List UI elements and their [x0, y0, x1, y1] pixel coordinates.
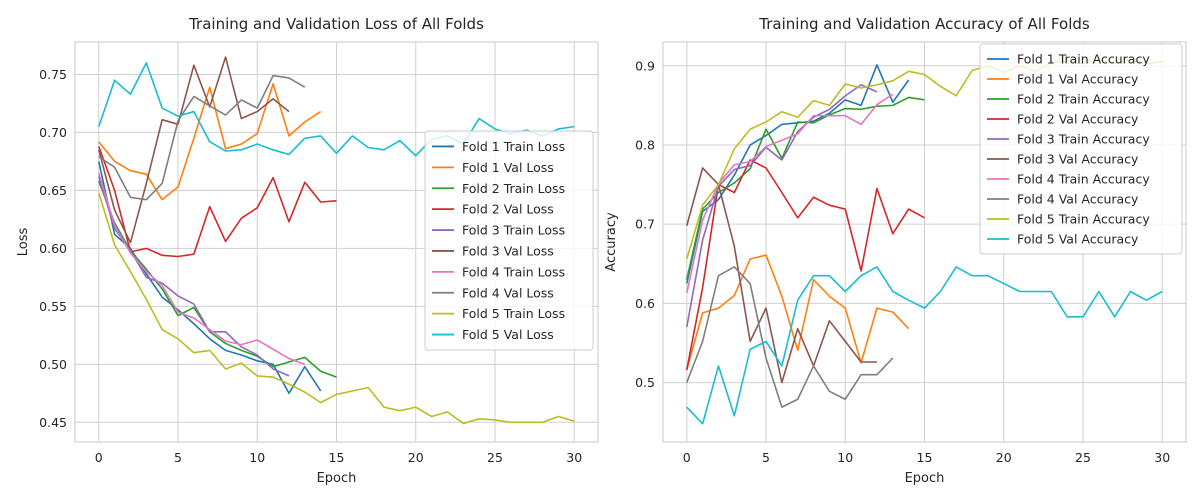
loss-chart-title: Training and Validation Loss of All Fold… [188, 15, 484, 33]
accuracy-legend-entry: Fold 2 Val Accuracy [1017, 112, 1139, 127]
loss-plot-frame [74, 41, 599, 443]
loss-y-tick-label: 0.50 [39, 357, 67, 372]
accuracy-legend-entry: Fold 3 Train Accuracy [1017, 132, 1150, 147]
loss-legend-entry: Fold 1 Val Loss [462, 160, 554, 175]
loss-legend-entry: Fold 4 Val Loss [462, 285, 554, 300]
loss-x-tick-label: 5 [174, 450, 182, 465]
accuracy-legend-entry: Fold 4 Val Accuracy [1017, 192, 1139, 207]
accuracy-legend: Fold 1 Train Accuracy Fold 1 Val Accuracy… [979, 43, 1183, 255]
loss-series-line-3 [98, 180, 337, 378]
accuracy-y-tick-label: 0.6 [635, 296, 655, 311]
accuracy-chart-panel: 0 5 10 15 20 25 30 0.5 0.6 0.7 0.8 0.9 Training and … [604, 15, 1187, 486]
accuracy-series-line-2 [685, 254, 910, 371]
loss-legend-entry: Fold 2 Train Loss [462, 181, 565, 196]
accuracy-x-tick-label: 25 [1075, 450, 1091, 465]
loss-series-line-6 [97, 56, 290, 244]
loss-legend-entry: Fold 1 Train Loss [462, 139, 565, 154]
loss-legend-box [424, 130, 594, 351]
accuracy-legend-entry: Fold 1 Train Accuracy [1017, 52, 1150, 67]
accuracy-x-tick-label: 10 [837, 450, 853, 465]
loss-series-line-2 [98, 82, 322, 201]
accuracy-y-tick-label: 0.5 [635, 375, 655, 390]
loss-x-tick-label: 25 [487, 450, 503, 465]
accuracy-x-axis-label: Epoch [905, 471, 945, 486]
loss-series-line-10 [98, 62, 575, 157]
accuracy-chart-title: Training and Validation Accuracy of All … [758, 15, 1090, 33]
accuracy-y-tick-label: 0.9 [635, 58, 655, 73]
loss-series-line-7 [98, 172, 306, 366]
accuracy-series-line-4 [685, 159, 925, 371]
loss-y-tick-label: 0.60 [39, 241, 67, 256]
loss-x-tick-label: 30 [566, 450, 582, 465]
accuracy-x-tick-label: 20 [996, 450, 1012, 465]
accuracy-legend-entry: Fold 3 Val Accuracy [1017, 152, 1139, 167]
accuracy-legend-box [979, 43, 1183, 255]
accuracy-series-line-8 [686, 266, 894, 408]
accuracy-x-tick-label: 15 [917, 450, 933, 465]
accuracy-legend-entry: Fold 1 Val Accuracy [1017, 72, 1139, 87]
accuracy-legend-entry: Fold 4 Train Accuracy [1017, 172, 1150, 187]
loss-series-line-5 [98, 176, 290, 377]
accuracy-legend-entry: Fold 5 Train Accuracy [1017, 212, 1150, 227]
loss-y-axis-label: Loss [16, 228, 31, 257]
accuracy-x-tick-label: 30 [1154, 450, 1170, 465]
loss-y-tick-label: 0.75 [39, 67, 67, 82]
loss-y-tick-label: 0.45 [39, 415, 67, 430]
loss-y-tick-label: 0.70 [39, 125, 67, 140]
loss-x-tick-label: 15 [329, 450, 345, 465]
loss-x-tick-label: 20 [408, 450, 424, 465]
accuracy-series-line-7 [685, 93, 894, 294]
loss-x-tick-label: 0 [95, 450, 103, 465]
accuracy-legend-entry: Fold 2 Train Accuracy [1017, 92, 1150, 107]
loss-y-tick-label: 0.55 [39, 299, 67, 314]
accuracy-y-tick-label: 0.7 [635, 217, 655, 232]
accuracy-y-tick-label: 0.8 [635, 137, 655, 152]
loss-series-line-8 [98, 74, 306, 201]
loss-series-line-4 [98, 146, 337, 258]
loss-legend-entry: Fold 5 Val Loss [462, 327, 554, 342]
loss-legend-entry: Fold 3 Val Loss [462, 243, 554, 258]
accuracy-legend-entry: Fold 5 Val Accuracy [1017, 232, 1139, 247]
loss-legend-entry: Fold 4 Train Loss [462, 264, 565, 279]
loss-legend-entry: Fold 2 Val Loss [462, 202, 554, 217]
accuracy-y-axis-label: Accuracy [604, 212, 619, 272]
accuracy-series-line-10 [686, 266, 1163, 425]
accuracy-x-tick-label: 5 [762, 450, 770, 465]
loss-y-tick-label: 0.65 [39, 183, 67, 198]
loss-legend: Fold 1 Train Loss Fold 1 Val Loss Fold 2 T… [424, 130, 594, 351]
accuracy-x-tick-label: 0 [683, 450, 691, 465]
accuracy-series-line-1 [685, 64, 910, 284]
loss-series-line-9 [98, 192, 575, 425]
loss-legend-entry: Fold 3 Train Loss [462, 223, 565, 238]
loss-x-tick-label: 10 [249, 450, 265, 465]
loss-legend-entry: Fold 5 Train Loss [462, 306, 565, 321]
loss-x-axis-label: Epoch [317, 471, 357, 486]
loss-chart-panel: 0 5 10 15 20 25 30 0.45 0.50 0.55 0.60 0.65 0.70 0.75… [16, 15, 599, 486]
accuracy-plot-frame [662, 41, 1187, 443]
